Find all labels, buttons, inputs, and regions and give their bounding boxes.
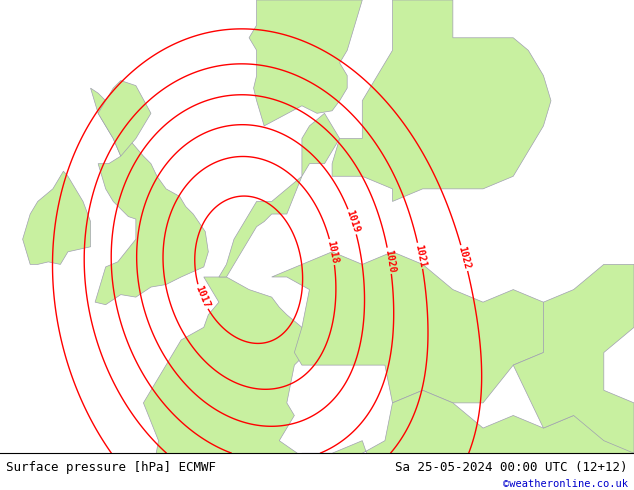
- Text: 1022: 1022: [456, 245, 472, 270]
- Polygon shape: [219, 176, 302, 277]
- Polygon shape: [294, 391, 634, 490]
- Polygon shape: [302, 113, 340, 176]
- Polygon shape: [91, 88, 209, 305]
- Polygon shape: [98, 80, 151, 156]
- Text: 1020: 1020: [383, 248, 396, 273]
- Text: ©weatheronline.co.uk: ©weatheronline.co.uk: [503, 480, 628, 490]
- Text: 1018: 1018: [325, 240, 340, 265]
- Polygon shape: [514, 265, 634, 453]
- Polygon shape: [143, 277, 309, 478]
- Polygon shape: [332, 0, 551, 201]
- Polygon shape: [272, 252, 543, 403]
- Polygon shape: [23, 171, 91, 265]
- Polygon shape: [249, 0, 362, 126]
- Text: 1021: 1021: [413, 243, 427, 268]
- Text: 1017: 1017: [193, 284, 211, 310]
- Text: Sa 25-05-2024 00:00 UTC (12+12): Sa 25-05-2024 00:00 UTC (12+12): [395, 461, 628, 474]
- Text: 1019: 1019: [344, 209, 361, 234]
- Text: Surface pressure [hPa] ECMWF: Surface pressure [hPa] ECMWF: [6, 461, 216, 474]
- Polygon shape: [38, 466, 231, 490]
